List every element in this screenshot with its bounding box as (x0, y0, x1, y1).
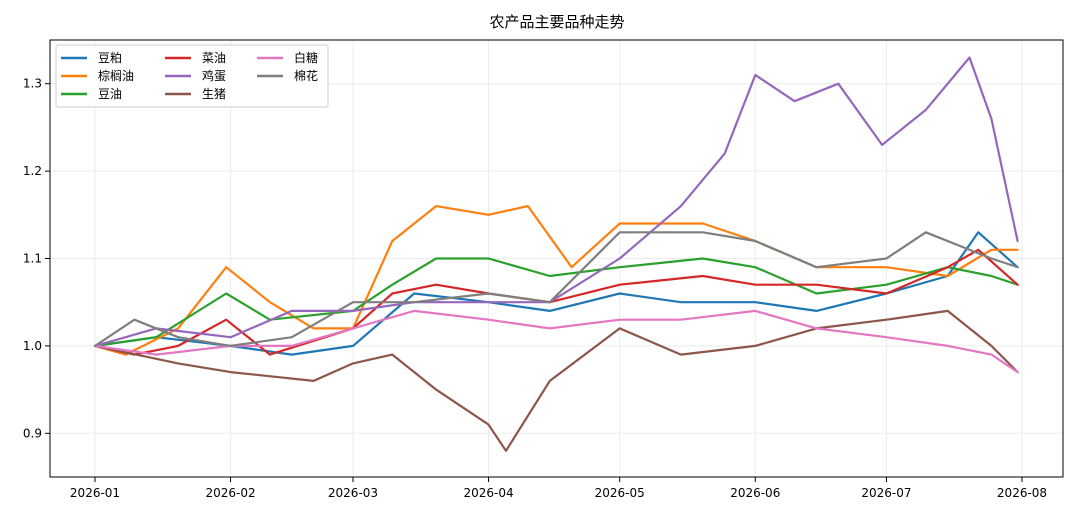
x-tick-label: 2026-04 (463, 486, 513, 500)
series-line-2 (93, 205, 1019, 356)
series-lines (93, 56, 1019, 452)
series-line-7 (93, 309, 1019, 374)
y-tick-label: 0.9 (23, 426, 42, 440)
legend-label: 白糖 (294, 50, 318, 65)
legend-label: 棉花 (294, 68, 318, 83)
y-tick-label: 1.1 (23, 252, 42, 266)
x-tick-label: 2026-08 (997, 486, 1047, 500)
series-line-3 (93, 257, 1019, 347)
x-tick-label: 2026-01 (70, 486, 120, 500)
x-tick-label: 2026-06 (730, 486, 780, 500)
legend-label: 菜油 (202, 51, 226, 65)
x-tick-label: 2026-02 (205, 486, 255, 500)
y-tick-label: 1.3 (23, 77, 42, 91)
chart-title: 农产品主要品种走势 (489, 13, 624, 31)
series-line-4 (93, 248, 1019, 356)
x-tick-label: 2026-05 (595, 486, 645, 500)
legend-box (55, 44, 329, 108)
series-line-1 (93, 231, 1019, 356)
legend-label: 豆粕 (98, 50, 122, 65)
series-line-8 (93, 231, 1019, 347)
legend-label: 生猪 (202, 87, 226, 101)
x-axis: 2026-01 2026-02 2026-03 2026-04 2026-05 2026-… (70, 477, 1047, 500)
legend-label: 鸡蛋 (202, 68, 226, 83)
y-tick-label: 1.2 (23, 164, 42, 178)
legend-label: 棕榈油 (98, 68, 134, 83)
y-tick-label: 1.0 (23, 339, 42, 353)
x-tick-label: 2026-07 (861, 486, 911, 500)
y-axis: 0.9 1.0 1.1 1.2 1.3 (23, 77, 50, 440)
x-tick-label: 2026-03 (328, 486, 378, 500)
series-line-6 (93, 309, 1019, 452)
legend-label: 豆油 (98, 87, 122, 101)
series-line-5 (93, 56, 1019, 347)
